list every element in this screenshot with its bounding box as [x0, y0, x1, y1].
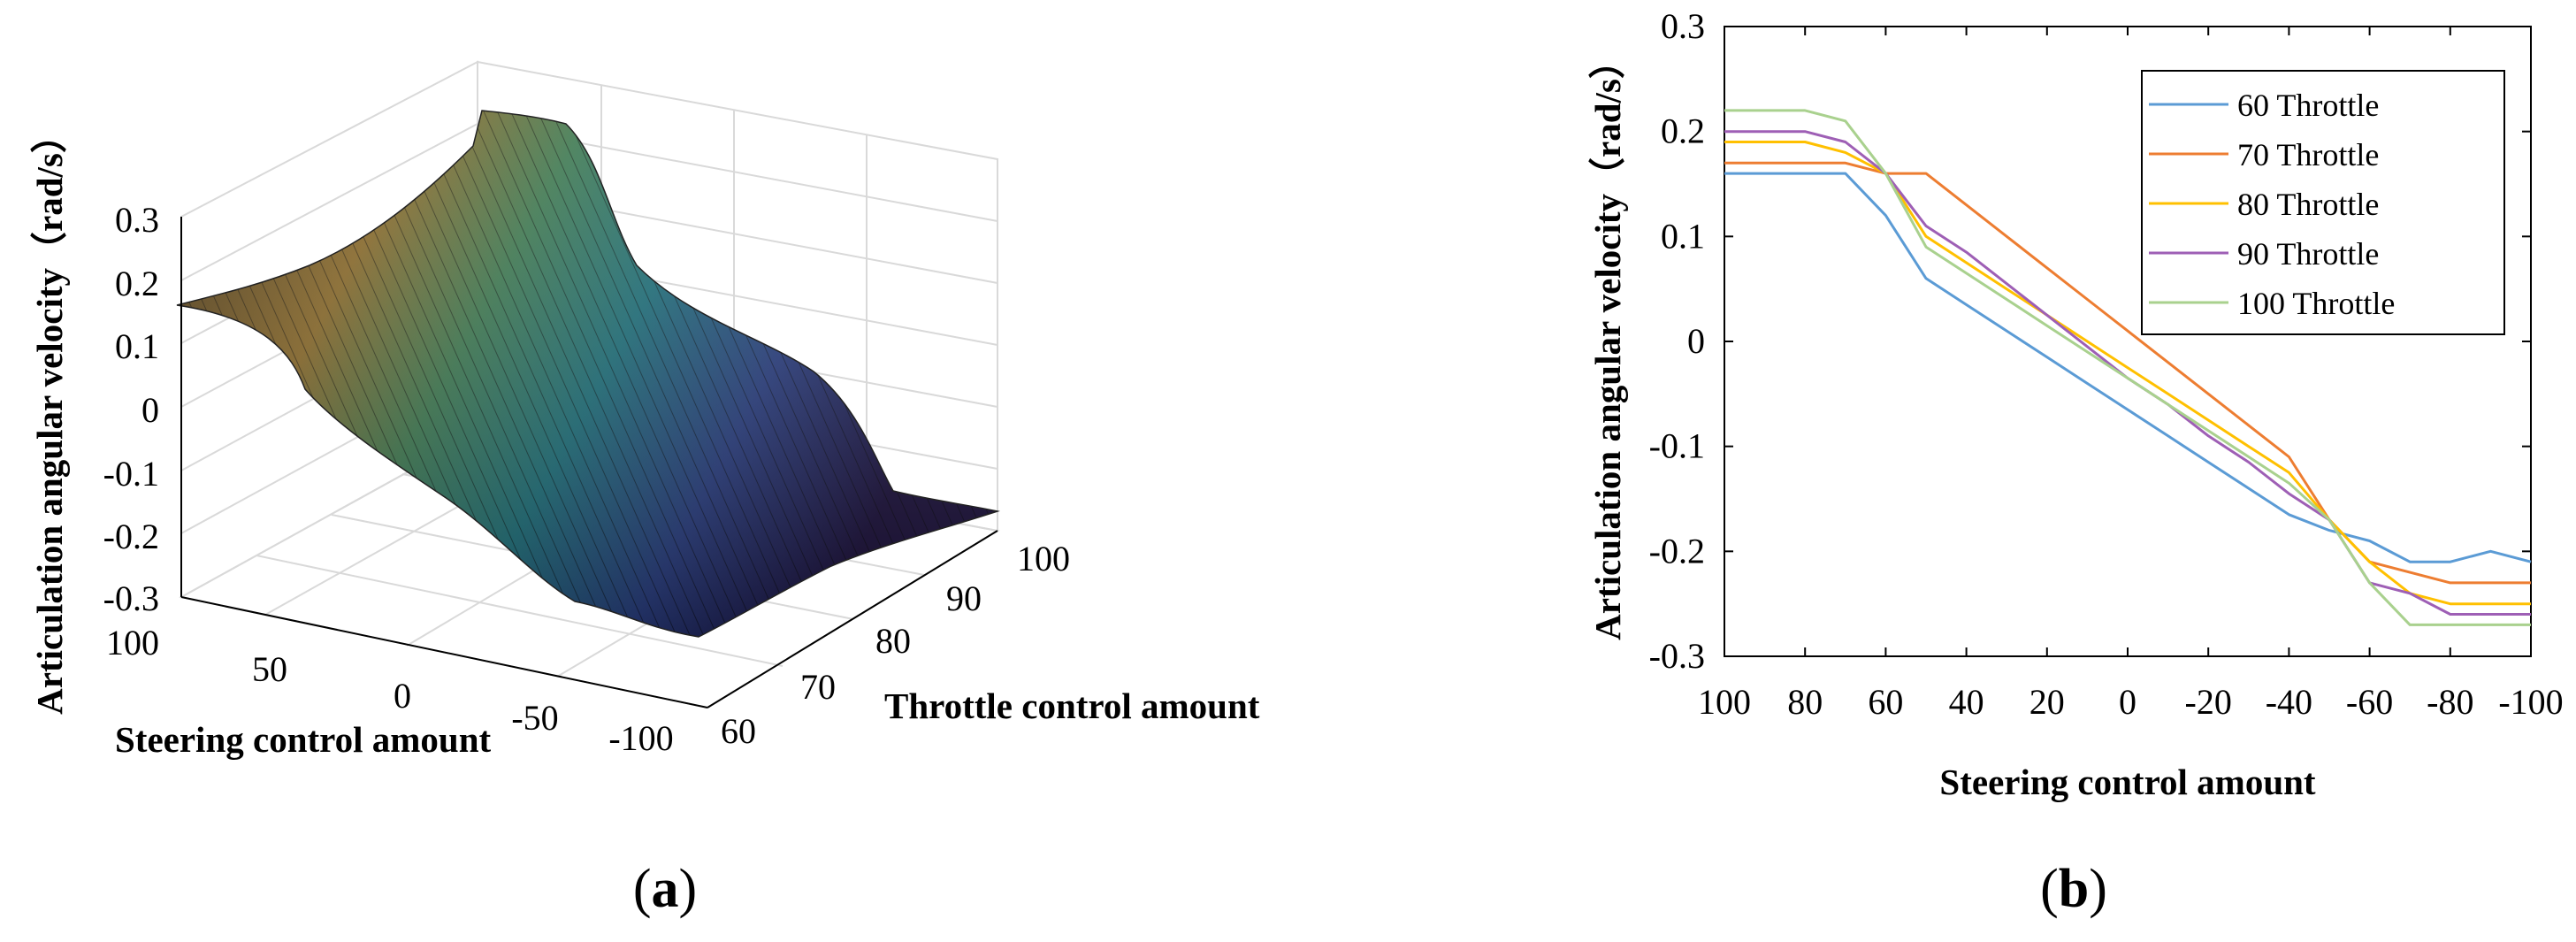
chart-a-ztick: -0.2 [103, 517, 159, 556]
chart-a-zlabel: Articulation angular velocity（rad/s） [29, 117, 70, 715]
chart-a-ztick: 0.1 [115, 326, 159, 366]
chart-b-ytick-label: 0 [1687, 321, 1705, 361]
chart-b-xtick-label: -20 [2185, 682, 2232, 722]
chart-a-ytick: 100 [1017, 539, 1070, 578]
chart-b-series-group [1724, 109, 2532, 626]
chart-a-yticks: 60 70 80 90 100 [721, 539, 1070, 751]
chart-a-xticks: 100 50 0 -50 -100 [106, 623, 674, 758]
chart-b-yticks: 0.3 0.2 0.1 0 -0.1 -0.2 -0.3 [1649, 6, 1705, 676]
chart-b-xtick-label: -40 [2266, 682, 2312, 722]
chart-b-line: 0.3 0.2 0.1 0 -0.1 -0.2 -0.3 100 80 60 40 20 0 -20 -4… [1587, 6, 2564, 802]
chart-b-series-line-0 [1724, 172, 2532, 563]
chart-a-3d-surface: 0.3 0.2 0.1 0 -0.1 -0.2 -0.3 100 50 0 -5… [29, 60, 1260, 760]
legend-label-100: 100 Throttle [2237, 286, 2395, 321]
chart-b-ytick-label: 0.3 [1661, 6, 1705, 46]
chart-b-xtick-label: -100 [2498, 682, 2563, 722]
chart-a-surface [176, 110, 1000, 638]
chart-b-ytick-label: -0.2 [1649, 531, 1705, 571]
chart-a-ztick: 0.3 [115, 200, 159, 240]
chart-a-ytick: 70 [800, 667, 836, 707]
chart-a-xlabel: Steering control amount [115, 719, 492, 760]
chart-b-legend: 60 Throttle 70 Throttle 80 Throttle 90 T… [2141, 70, 2505, 335]
chart-b-xlabel: Steering control amount [1939, 762, 2316, 802]
legend-label-90: 90 Throttle [2237, 236, 2379, 272]
chart-a-ztick: 0.2 [115, 264, 159, 303]
chart-a-xtick: -100 [608, 718, 673, 758]
chart-b-xtick-label: 60 [1868, 682, 1903, 722]
chart-b-xticks: 100 80 60 40 20 0 -20 -40 -60 -80 -100 [1698, 682, 2564, 722]
chart-b-xtick-label: 0 [2119, 682, 2136, 722]
chart-b-ytick-label: 0.1 [1661, 216, 1705, 256]
panel-label-b: (b) [2040, 859, 2107, 919]
chart-a-xtick: 0 [394, 676, 411, 716]
chart-b-xtick-label: -80 [2427, 682, 2473, 722]
legend-label-80: 80 Throttle [2237, 187, 2379, 222]
chart-b-ytick-label: -0.3 [1649, 636, 1705, 676]
chart-a-ztick: 0 [141, 390, 159, 430]
chart-b-xtick-label: 80 [1787, 682, 1823, 722]
chart-b-series-line-2 [1724, 141, 2531, 606]
chart-b-ylabel: Articulation angular velocity（rad/s） [1587, 42, 1628, 640]
chart-a-xtick: 50 [252, 649, 287, 689]
chart-b-ytick-label: 0.2 [1661, 111, 1705, 151]
chart-b-xtick-label: -60 [2346, 682, 2393, 722]
chart-b-xtick-label: 100 [1698, 682, 1751, 722]
chart-a-ylabel: Throttle control amount [884, 685, 1260, 726]
chart-a-xtick: -50 [511, 698, 558, 738]
chart-a-axes [180, 217, 998, 708]
chart-a-zticks: 0.3 0.2 0.1 0 -0.1 -0.2 -0.3 [103, 200, 159, 618]
chart-b-series-line-4 [1724, 109, 2531, 626]
legend-label-60: 60 Throttle [2237, 88, 2379, 123]
chart-a-ytick: 80 [875, 621, 911, 661]
chart-b-xtick-label: 20 [2029, 682, 2065, 722]
chart-a-ztick: -0.1 [103, 454, 159, 494]
panel-label-a: (a) [633, 859, 697, 919]
legend-label-70: 70 Throttle [2237, 137, 2379, 172]
chart-a-ytick: 90 [946, 578, 982, 618]
chart-a-xtick: 100 [106, 623, 159, 662]
chart-a-ytick: 60 [721, 711, 756, 751]
chart-b-xtick-label: 40 [1949, 682, 1984, 722]
chart-b-series-line-1 [1724, 161, 2531, 585]
chart-b-ytick-label: -0.1 [1649, 426, 1705, 466]
chart-a-ztick: -0.3 [103, 578, 159, 618]
